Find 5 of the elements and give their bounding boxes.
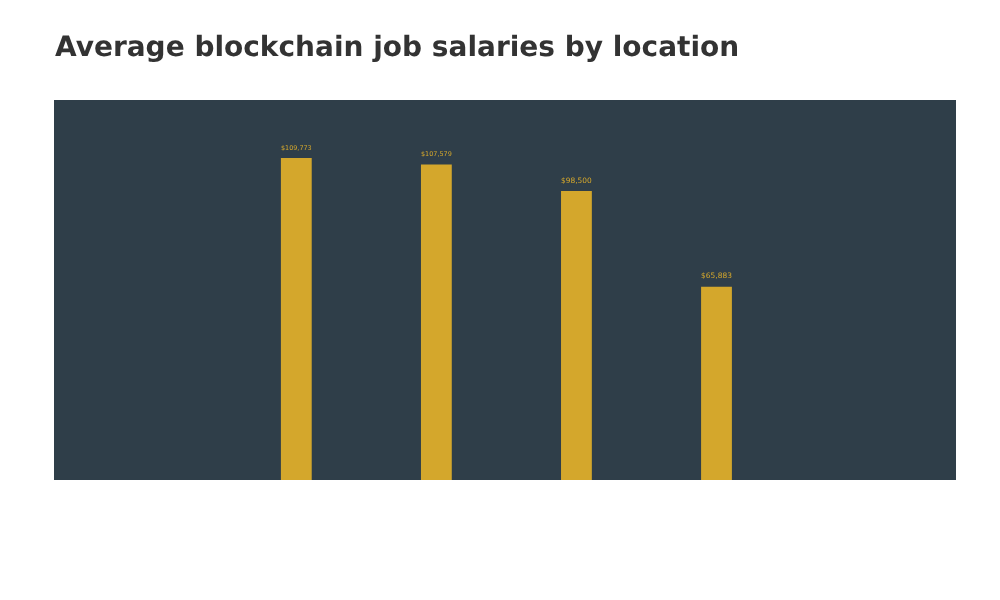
bar — [280, 157, 312, 480]
chart-title: Average blockchain job salaries by location — [55, 31, 740, 64]
bar — [701, 286, 732, 480]
bar — [420, 164, 452, 480]
bar — [561, 191, 592, 480]
